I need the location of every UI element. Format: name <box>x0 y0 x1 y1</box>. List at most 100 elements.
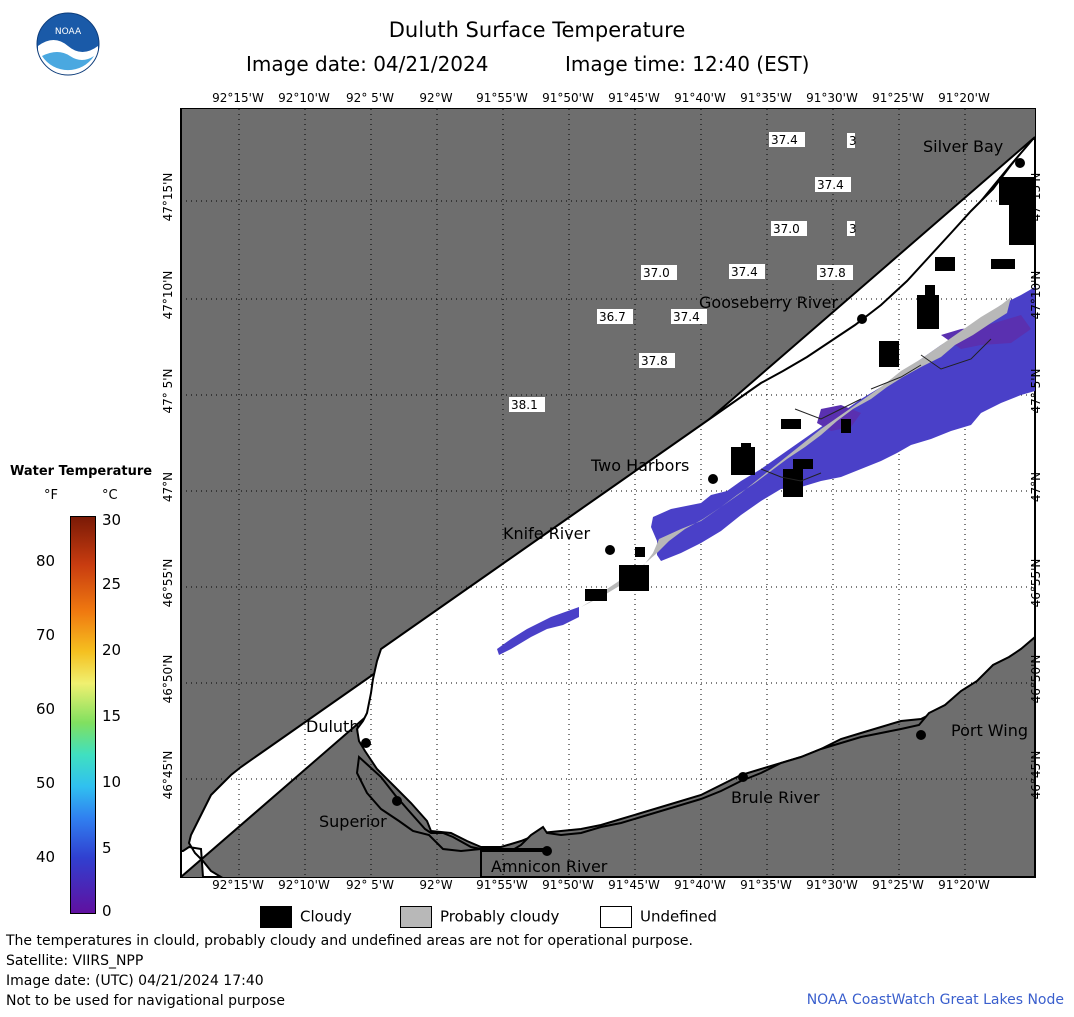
probably-cloudy-swatch <box>400 906 432 928</box>
lon-label-bottom-2: 92° 5'W <box>346 878 394 892</box>
colorbar-f-tick: 50 <box>36 774 56 792</box>
marker-knife-river <box>605 545 615 555</box>
isotherm-label-bg <box>597 309 633 324</box>
lat-label-right-5: 46°50'N <box>1029 654 1043 704</box>
lat-label-right-3: 47°N <box>1029 471 1043 503</box>
colorbar-c-tick: 5 <box>102 839 112 857</box>
satellite-data-band: 37.4 37.4 37.0 37.4 37.8 37.0 36.7 37.4 37.8 38.1… <box>497 49 1035 655</box>
isotherm-label-bg <box>847 133 855 148</box>
colorbar-c-tick: 0 <box>102 902 112 920</box>
land-wisconsin <box>355 634 1036 878</box>
lon-label-bottom-0: 92°15'W <box>212 878 264 892</box>
isotherm-label: 37.8 <box>641 354 668 368</box>
lon-label-bottom-10: 91°25'W <box>872 878 924 892</box>
lat-label-right-1: 47°10'N <box>1029 270 1043 320</box>
colorbar-c-tick: 25 <box>102 575 122 593</box>
legend-undefined: Undefined <box>600 906 717 928</box>
lat-label-left-2: 47° 5'N <box>161 368 175 414</box>
lat-label-right-6: 46°45'N <box>1029 750 1043 800</box>
marker-silver-bay <box>1015 158 1025 168</box>
lon-label-bottom-9: 91°30'W <box>806 878 858 892</box>
legend-cloudy: Cloudy <box>260 906 352 928</box>
isotherm-label: 37.4 <box>673 310 700 324</box>
label-duluth: Duluth <box>306 717 359 736</box>
label-gooseberry-river: Gooseberry River <box>699 293 838 312</box>
isotherm-label-bg <box>641 265 677 280</box>
isotherm-label-bg <box>847 221 855 236</box>
lon-label-top-2: 92° 5'W <box>346 91 394 105</box>
colorbar-title: Water Temperature <box>10 464 153 479</box>
label-knife-river: Knife River <box>503 524 591 543</box>
probably-cloudy-region <box>581 297 1011 607</box>
isotherm-label-bg <box>817 265 853 280</box>
isotherm-label: 36.7 <box>599 310 626 324</box>
isotherm-label: 3 <box>849 222 857 236</box>
isotherm-label-bg <box>729 264 765 279</box>
lat-label-left-4: 46°55'N <box>161 558 175 608</box>
lon-label-top-4: 91°55'W <box>476 91 528 105</box>
legend-undefined-label: Undefined <box>640 907 717 926</box>
lon-label-top-10: 91°25'W <box>872 91 924 105</box>
colorbar-f-tick: 40 <box>36 848 56 866</box>
cloudy-region <box>585 177 1035 601</box>
lon-label-bottom-7: 91°40'W <box>674 878 726 892</box>
legend-probably-cloudy-label: Probably cloudy <box>440 907 560 926</box>
lon-label-top-6: 91°45'W <box>608 91 660 105</box>
isotherm-label-bg <box>639 353 675 368</box>
image-date: Image date: 04/21/2024 <box>246 52 489 76</box>
marker-duluth <box>361 738 371 748</box>
lat-label-left-5: 46°50'N <box>161 654 175 704</box>
colorbar-unit-c: °C <box>102 488 118 503</box>
colorbar-c-tick: 15 <box>102 707 122 725</box>
lon-label-top-3: 92°W <box>419 91 453 105</box>
cloudy-swatch <box>260 906 292 928</box>
lon-label-bottom-6: 91°45'W <box>608 878 660 892</box>
logo-text: NOAA <box>55 27 82 37</box>
isotherm-label-bg <box>671 309 707 324</box>
lon-label-bottom-5: 91°50'W <box>542 878 594 892</box>
footer-satellite: Satellite: VIIRS_NPP <box>6 953 144 969</box>
isotherm-label-bg <box>815 177 851 192</box>
page-title: Duluth Surface Temperature <box>388 18 686 42</box>
lon-label-bottom-1: 92°10'W <box>278 878 330 892</box>
image-time: Image time: 12:40 (EST) <box>565 52 810 76</box>
isotherm-label: 38.1 <box>511 398 538 412</box>
label-two-harbors: Two Harbors <box>590 456 689 475</box>
isotherm-label: 37.0 <box>643 266 670 280</box>
marker-amnicon-river <box>542 846 552 856</box>
lat-label-left-6: 46°45'N <box>161 750 175 800</box>
graticule <box>181 109 1035 877</box>
lon-label-bottom-11: 91°20'W <box>938 878 990 892</box>
lon-label-top-7: 91°40'W <box>674 91 726 105</box>
colorbar-f-tick: 70 <box>36 626 56 644</box>
isotherm-label: 3 <box>849 134 857 148</box>
lat-label-left-1: 47°10'N <box>161 270 175 320</box>
lat-label-right-0: 47°15'N <box>1029 172 1043 222</box>
marker-gooseberry-river <box>857 314 867 324</box>
lon-label-top-5: 91°50'W <box>542 91 594 105</box>
lon-label-top-11: 91°20'W <box>938 91 990 105</box>
label-brule-river: Brule River <box>731 788 820 807</box>
isotherm-label: 37.4 <box>817 178 844 192</box>
footer-disclaimer: The temperatures in clould, probably clo… <box>6 933 693 949</box>
colorbar-c-tick: 20 <box>102 641 122 659</box>
place-labels: Silver Bay Gooseberry River Two Harbors … <box>306 137 1028 876</box>
lat-label-right-2: 47° 5'N <box>1029 368 1043 414</box>
isotherm-label-bg <box>771 221 807 236</box>
isotherm-label: 37.4 <box>731 265 758 279</box>
isotherm-label-bg <box>509 397 545 412</box>
colorbar-c-tick: 30 <box>102 511 122 529</box>
isotherm-label-bg <box>769 132 805 147</box>
colorbar-c-tick: 10 <box>102 773 122 791</box>
isotherm-label: 37.8 <box>819 266 846 280</box>
lat-label-right-4: 46°55'N <box>1029 558 1043 608</box>
label-silver-bay: Silver Bay <box>923 137 1003 156</box>
colorbar-unit-f: °F <box>44 488 58 503</box>
colorbar-f-tick: 60 <box>36 700 56 718</box>
lon-label-bottom-8: 91°35'W <box>740 878 792 892</box>
marker-brule-river <box>738 772 748 782</box>
water-colder-region <box>817 315 1031 431</box>
isotherm-label: 37.4 <box>771 133 798 147</box>
lat-label-left-0: 47°15'N <box>161 172 175 222</box>
water-temp-narrow <box>497 607 579 655</box>
